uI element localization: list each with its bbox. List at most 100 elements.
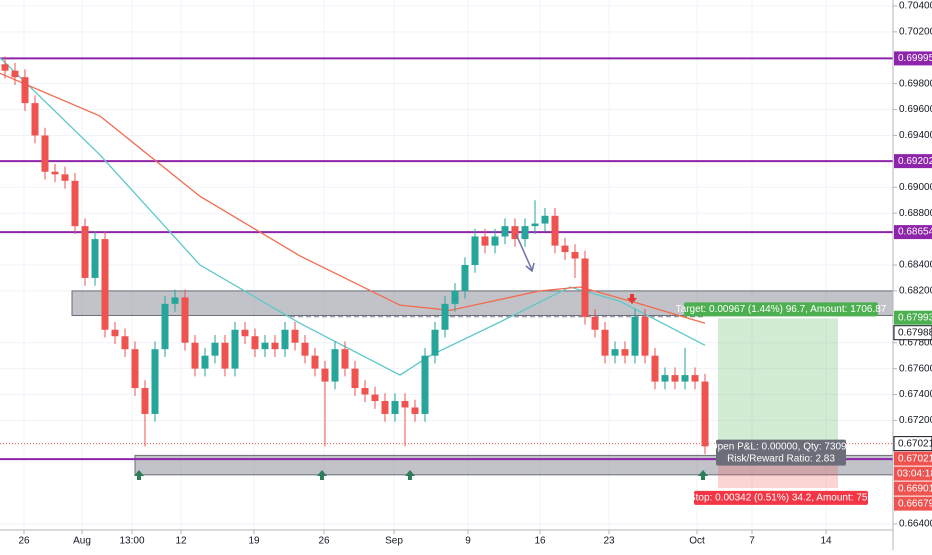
- candle-body: [581, 258, 589, 317]
- candle-body: [281, 329, 289, 350]
- candle-body: [501, 226, 509, 237]
- candle-body: [401, 400, 409, 408]
- x-tick-label: 26: [318, 536, 330, 547]
- candle-body: [491, 236, 499, 246]
- price-label: 0.66901: [898, 483, 932, 494]
- candle-body: [321, 368, 329, 382]
- x-tick-label: 19: [248, 536, 260, 547]
- y-tick-label: 0.68800: [899, 208, 932, 219]
- y-tick-label: 0.67600: [899, 363, 932, 374]
- countdown-bg: [894, 466, 932, 481]
- price-label: 0.69995: [898, 53, 932, 64]
- x-tick-label: 26: [18, 536, 30, 547]
- x-tick-label: 14: [820, 536, 832, 547]
- y-tick-label: 0.69600: [899, 104, 932, 115]
- buy-arrow: [134, 470, 144, 480]
- candle-body: [91, 239, 99, 278]
- candle-body: [251, 336, 259, 350]
- price-label-bg: [893, 325, 932, 341]
- x-tick-label: Sep: [385, 536, 403, 547]
- candle-body: [21, 77, 29, 104]
- candle-body: [41, 135, 49, 172]
- candle-body: [191, 342, 199, 369]
- candle-body: [151, 349, 159, 414]
- y-tick-label: 0.67400: [899, 389, 932, 400]
- price-label-bg: [894, 451, 932, 466]
- candle-body: [1, 64, 9, 71]
- candle-body: [661, 375, 669, 382]
- candle-body: [211, 342, 219, 356]
- candle-body: [161, 303, 169, 350]
- candle-body: [371, 394, 379, 401]
- candle-body: [261, 342, 269, 350]
- sell-arrow: [627, 294, 637, 304]
- candle-body: [101, 239, 109, 330]
- candle-body: [381, 400, 389, 414]
- profit-zone: [718, 318, 838, 444]
- arrow-shaft: [515, 233, 533, 271]
- candle-body: [391, 400, 399, 414]
- price-label: 0.69202: [898, 156, 932, 167]
- target-label-bg: [684, 302, 878, 317]
- x-tick-label: 7: [749, 536, 755, 547]
- candle-body: [451, 290, 459, 304]
- candle-body: [31, 103, 39, 136]
- candle-body: [461, 265, 469, 291]
- price-label: 0.67993: [898, 312, 932, 323]
- signal-arrows: [134, 294, 708, 480]
- candle-body: [411, 407, 419, 414]
- price-label-bg: [894, 496, 932, 511]
- candle-body: [71, 180, 79, 227]
- candle-body: [601, 329, 609, 356]
- candle-body: [671, 375, 679, 382]
- stop-label: Stop: 0.00342 (0.51%) 34.2, Amount: 750: [689, 490, 873, 505]
- candle-body: [141, 388, 149, 414]
- price-label-bg: [894, 225, 932, 240]
- candle-body: [441, 303, 449, 330]
- y-tick-label: 0.66400: [899, 519, 932, 530]
- candle-body: [111, 329, 119, 337]
- candle-body: [361, 388, 369, 395]
- x-tick-label: 12: [175, 536, 187, 547]
- candle-body: [81, 226, 89, 278]
- price-label-bg: [894, 310, 932, 325]
- candle-body: [651, 355, 659, 382]
- price-label-bg: [894, 154, 932, 169]
- candle-body: [421, 355, 429, 414]
- x-tick-label: 9: [465, 536, 471, 547]
- y-tick-label: 0.67200: [899, 415, 932, 426]
- candle-body: [351, 368, 359, 389]
- y-tick-label: 0.68200: [899, 286, 932, 297]
- candle-body: [631, 316, 639, 356]
- candle-body: [471, 236, 479, 265]
- y-tick-label: 0.69400: [899, 130, 932, 141]
- arrow-head: [525, 262, 535, 273]
- candle-body: [241, 329, 249, 337]
- price-label: 0.67021: [898, 453, 932, 464]
- candle-body: [531, 223, 539, 227]
- candle-body: [341, 349, 349, 369]
- stop-label-text: Stop: 0.00342 (0.51%) 34.2, Amount: 750: [689, 493, 873, 504]
- candle-body: [311, 355, 319, 369]
- x-tick-label: 23: [603, 536, 615, 547]
- price-label: 0.67021: [898, 438, 932, 449]
- candle-body: [231, 329, 239, 369]
- rr-label-text: Risk/Reward Ratio: 2.83: [727, 453, 835, 464]
- candle-body: [481, 236, 489, 246]
- candle-body: [61, 174, 69, 181]
- candle-body: [201, 355, 209, 369]
- candle-body: [301, 342, 309, 356]
- candle-body: [171, 297, 179, 304]
- y-tick-label: 0.69800: [899, 78, 932, 89]
- countdown: 03:04:18: [897, 468, 932, 479]
- y-tick-label: 0.68400: [899, 260, 932, 271]
- candle-body: [181, 297, 189, 343]
- candle-body: [641, 316, 649, 356]
- candle-body: [701, 381, 709, 447]
- x-tick-label: Oct: [689, 536, 705, 547]
- target-label-text: Target: 0.00967 (1.44%) 96.7, Amount: 17…: [676, 304, 887, 315]
- price-label: 0.66679: [898, 498, 932, 509]
- candle-body: [681, 375, 689, 382]
- candle-body: [571, 252, 579, 259]
